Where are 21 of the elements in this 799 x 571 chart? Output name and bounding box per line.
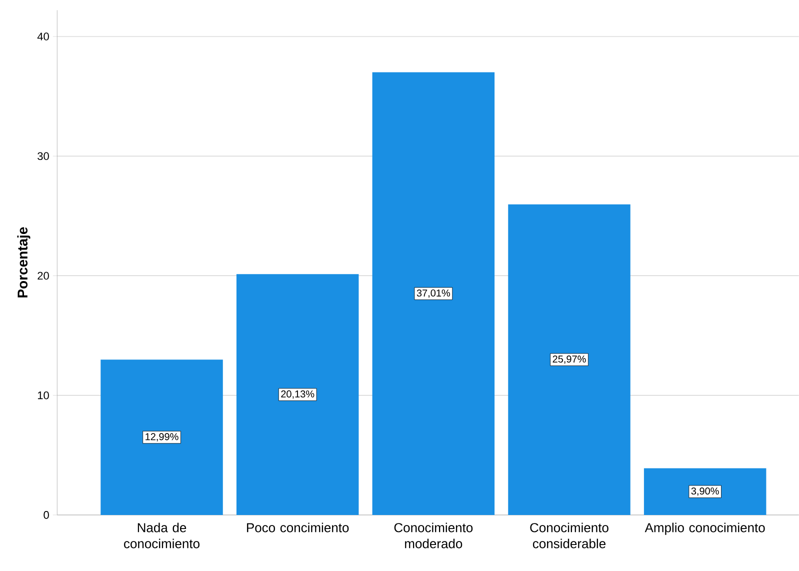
bar: [100, 360, 223, 515]
data-label: 12,99%: [146, 433, 178, 442]
bar: [236, 274, 359, 515]
y-tick-label: 20: [38, 272, 49, 280]
data-label: 37,01%: [416, 289, 450, 298]
data-label: 25,97%: [552, 355, 586, 364]
x-tick-label: Conocimiento considerable: [530, 522, 608, 548]
y-tick-label: 10: [38, 391, 49, 400]
y-tick-label: 40: [37, 32, 49, 40]
x-tick-label: Nada de conocimiento: [124, 522, 200, 548]
x-tick-label: Conocimiento moderado: [394, 522, 473, 548]
data-label: 20,13%: [281, 390, 314, 399]
x-tick-label: Amplio conocimiento: [644, 522, 765, 535]
x-tick-label: Poco concimiento: [247, 522, 349, 532]
bar: [508, 204, 630, 515]
y-tick-label: 30: [38, 152, 49, 160]
y-axis-title: Porcentaje: [17, 227, 30, 298]
data-label: 3,90%: [691, 487, 719, 496]
y-tick-label: 0: [44, 511, 49, 519]
bar: [644, 468, 766, 515]
bar: [372, 72, 495, 515]
